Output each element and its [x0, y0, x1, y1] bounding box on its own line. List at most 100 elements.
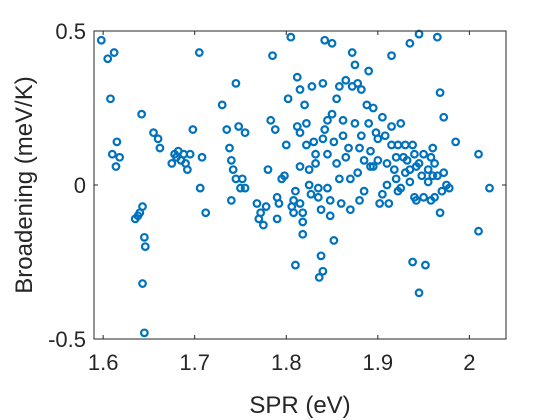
x-axis-ticks: 1.6 1.7 1.8 1.9 2 [88, 31, 476, 375]
data-point [410, 149, 419, 159]
data-point [350, 60, 360, 70]
data-point [345, 174, 355, 184]
data-point [444, 183, 454, 193]
data-point [439, 168, 449, 178]
data-point [405, 38, 415, 48]
data-point [318, 266, 328, 276]
data-point [384, 199, 394, 208]
data-point [274, 199, 284, 208]
data-point [356, 131, 366, 141]
x-tick-label: 1.8 [271, 350, 302, 375]
data-point [474, 149, 483, 159]
data-point [311, 159, 320, 168]
data-points [96, 29, 494, 338]
data-point [426, 152, 436, 162]
data-point [316, 205, 326, 215]
data-point [304, 165, 314, 175]
data-point [419, 149, 429, 159]
x-tick-label: 1.7 [179, 350, 210, 375]
data-point [226, 195, 236, 205]
data-point [414, 159, 424, 168]
data-point [364, 66, 374, 76]
data-point [217, 100, 227, 110]
data-point [382, 159, 392, 168]
data-point [414, 288, 424, 298]
data-point [474, 226, 483, 236]
data-point [96, 35, 106, 45]
data-point [430, 192, 439, 202]
data-point [341, 75, 351, 85]
data-point [332, 94, 342, 104]
data-point [364, 118, 374, 128]
data-point [291, 260, 300, 270]
data-point [313, 183, 323, 193]
data-point [323, 183, 332, 193]
data-point [302, 140, 311, 150]
data-point [334, 174, 344, 184]
data-point [313, 192, 323, 202]
data-point [314, 273, 324, 282]
data-point [252, 199, 262, 208]
data-point [373, 155, 383, 165]
data-point [153, 134, 163, 144]
data-point [226, 155, 236, 165]
data-point [375, 199, 385, 208]
data-point [139, 232, 149, 242]
data-point [380, 131, 390, 141]
data-point [283, 94, 293, 104]
data-point [341, 152, 351, 162]
data-point [263, 165, 273, 175]
data-point [325, 211, 335, 221]
data-point [387, 51, 396, 61]
data-point [325, 195, 335, 205]
data-point [338, 115, 348, 125]
data-point [272, 214, 282, 224]
data-point [182, 165, 192, 175]
data-point [423, 177, 433, 187]
data-point [435, 88, 445, 97]
data-point [228, 165, 238, 175]
data-point [318, 134, 328, 144]
data-point [437, 186, 447, 196]
data-point [309, 137, 319, 147]
data-point [139, 328, 149, 338]
data-point [408, 257, 418, 267]
data-point [428, 143, 438, 153]
data-point [254, 214, 264, 224]
data-point [350, 118, 360, 128]
data-point [320, 35, 330, 45]
data-point [382, 180, 392, 190]
data-point [396, 183, 406, 193]
data-point [304, 180, 314, 190]
data-point [225, 143, 234, 153]
data-point [355, 143, 364, 153]
data-point [292, 72, 302, 82]
data-point [405, 177, 415, 187]
data-point [197, 152, 207, 162]
data-point [428, 171, 438, 181]
data-point [419, 192, 429, 202]
data-point [338, 131, 348, 141]
data-point [109, 48, 119, 57]
data-point [195, 183, 205, 193]
data-point [329, 137, 339, 147]
data-point [112, 137, 122, 147]
data-point [298, 217, 308, 227]
data-point [295, 128, 305, 138]
data-point [359, 186, 369, 196]
data-point [306, 189, 316, 199]
data-point [411, 195, 421, 205]
data-point [140, 242, 150, 252]
x-tick-label: 1.6 [88, 350, 119, 375]
data-point [270, 125, 280, 134]
data-point [345, 205, 355, 215]
data-point [137, 109, 147, 119]
data-point [439, 112, 449, 122]
data-point [298, 229, 308, 239]
data-point [111, 162, 121, 171]
data-point [423, 165, 433, 175]
data-point [368, 103, 378, 113]
data-point [240, 183, 250, 193]
data-point [396, 118, 406, 128]
data-point [421, 260, 430, 270]
